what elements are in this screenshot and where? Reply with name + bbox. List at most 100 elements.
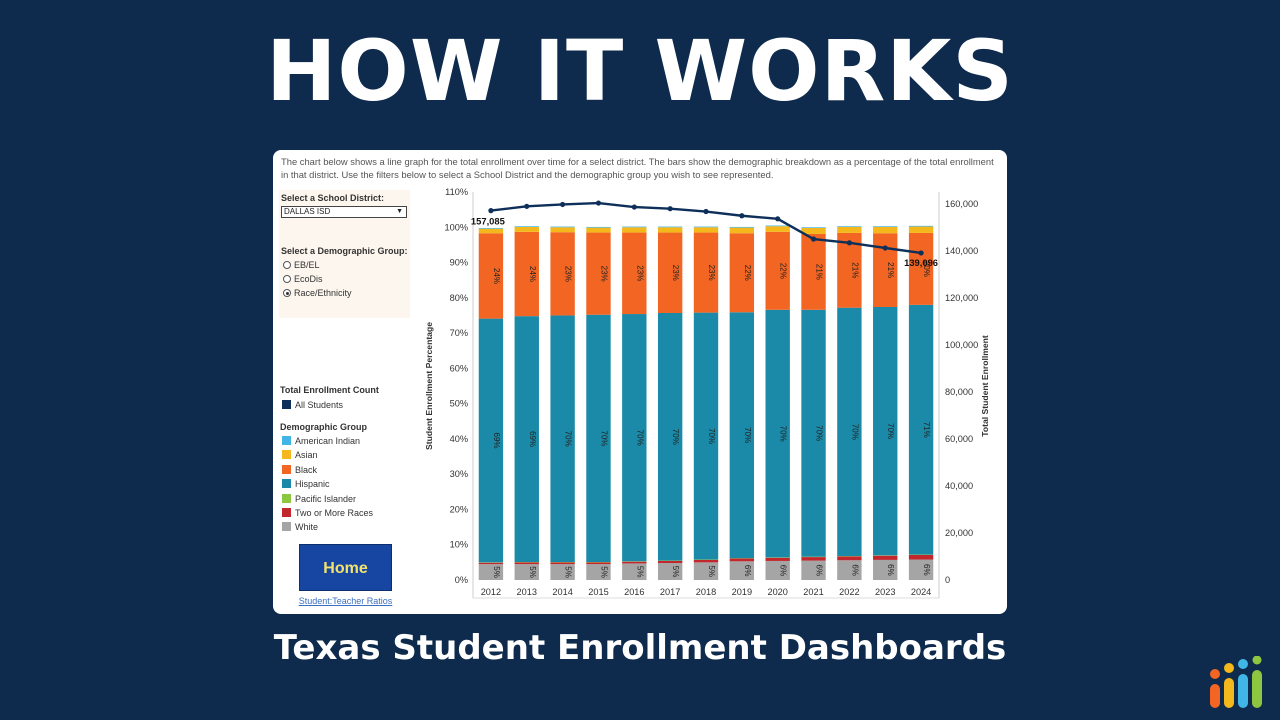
bar-data-label: 69% bbox=[528, 431, 537, 447]
bar-segment bbox=[622, 563, 647, 580]
headline: HOW IT WORKS bbox=[266, 22, 1014, 120]
radio-ecodis[interactable]: EcoDis bbox=[283, 274, 323, 284]
bar-segment bbox=[622, 232, 647, 315]
bar-segment bbox=[765, 231, 790, 310]
bar-segment bbox=[765, 226, 790, 232]
bar-data-label: 69% bbox=[492, 432, 501, 448]
legend-label: Two or More Races bbox=[295, 508, 374, 518]
bar-segment bbox=[550, 562, 575, 565]
line-point bbox=[524, 203, 530, 209]
bar-data-label: 70% bbox=[564, 431, 573, 447]
legend-label: American Indian bbox=[295, 436, 361, 446]
bar-segment bbox=[873, 559, 898, 580]
bar-segment bbox=[908, 559, 934, 580]
bar-segment bbox=[586, 227, 611, 233]
bar-segment bbox=[801, 560, 826, 580]
bar-segment bbox=[478, 562, 504, 565]
bar-segment bbox=[801, 557, 826, 561]
bar-segment bbox=[729, 312, 755, 559]
bar-data-label: 22% bbox=[743, 265, 752, 281]
y-tick-label: 70% bbox=[450, 328, 468, 338]
bar-segment bbox=[908, 225, 934, 227]
bar-segment bbox=[586, 562, 611, 565]
bar-segment bbox=[908, 232, 934, 305]
home-button[interactable]: Home bbox=[299, 544, 392, 591]
radio-circle-icon[interactable] bbox=[283, 275, 291, 283]
legend-swatch bbox=[282, 479, 291, 489]
legend-label: Hispanic bbox=[295, 479, 330, 490]
bar-segment bbox=[657, 226, 683, 228]
bar-segment bbox=[657, 563, 683, 580]
bar-segment bbox=[514, 316, 539, 563]
bar-segment bbox=[657, 232, 683, 313]
bar-segment bbox=[837, 556, 862, 561]
y2-axis-title: Total Student Enrollment bbox=[980, 335, 990, 437]
bar-segment bbox=[908, 554, 934, 560]
chart-description: The chart below shows a line graph for t… bbox=[281, 156, 994, 181]
legend-item: Two or More Races bbox=[282, 508, 373, 518]
bar-segment bbox=[478, 564, 504, 580]
bar-segment bbox=[514, 226, 539, 227]
bar-data-label: 6% bbox=[743, 565, 752, 577]
y-axis-title: Student Enrollment Percentage bbox=[424, 322, 434, 450]
y-tick-label: 40% bbox=[450, 434, 468, 444]
legend-swatch bbox=[282, 508, 291, 517]
y-tick-label: 20% bbox=[450, 504, 468, 514]
bar-segment bbox=[586, 564, 611, 580]
line-point bbox=[918, 250, 924, 256]
bar-segment bbox=[765, 560, 790, 580]
radio-eb-el[interactable]: EB/EL bbox=[283, 260, 320, 270]
bar-data-label: 21% bbox=[886, 262, 895, 278]
bar-segment bbox=[622, 314, 647, 562]
bar-data-label: 24% bbox=[528, 266, 537, 282]
legend-label: Pacific Islander bbox=[295, 493, 357, 504]
bar-data-label: 5% bbox=[564, 566, 573, 578]
bar-segment bbox=[729, 233, 755, 313]
line-point bbox=[595, 200, 602, 206]
radio-race-ethnicity[interactable]: Race/Ethnicity bbox=[283, 288, 352, 298]
y2-tick-label: 100,000 bbox=[945, 340, 978, 350]
district-dropdown[interactable]: DALLAS ISD ▼ bbox=[281, 206, 407, 218]
legend-swatch bbox=[282, 450, 291, 460]
y-tick-label: 90% bbox=[450, 258, 468, 268]
bar-data-label: 70% bbox=[599, 430, 608, 446]
chevron-down-icon: ▼ bbox=[396, 208, 403, 215]
legend-item: Pacific Islander bbox=[282, 493, 357, 504]
bar-segment bbox=[478, 227, 504, 229]
line-point bbox=[775, 216, 781, 222]
dashboard-card: The chart below shows a line graph for t… bbox=[273, 150, 1007, 614]
bar-data-label: 21% bbox=[850, 262, 859, 278]
bar-segment bbox=[801, 227, 826, 234]
bar-data-label: 5% bbox=[707, 565, 716, 577]
x-tick-label: 2016 bbox=[624, 587, 644, 597]
x-tick-label: 2012 bbox=[481, 587, 501, 597]
bar-data-label: 71% bbox=[922, 422, 931, 438]
bar-segment bbox=[622, 227, 647, 233]
bar-segment bbox=[729, 227, 755, 234]
x-tick-label: 2018 bbox=[696, 587, 716, 597]
legend-item: Hispanic bbox=[282, 479, 330, 489]
bar-segment bbox=[801, 227, 826, 228]
line-point bbox=[739, 213, 745, 219]
x-tick-label: 2019 bbox=[732, 587, 752, 597]
bar-data-label: 5% bbox=[671, 566, 680, 578]
bar-data-label: 70% bbox=[707, 428, 716, 444]
bar-data-label: 70% bbox=[815, 425, 824, 441]
bar-data-label: 6% bbox=[850, 564, 859, 576]
bar-data-label: 5% bbox=[528, 566, 537, 578]
y2-tick-label: 0 bbox=[945, 575, 950, 585]
radio-circle-icon[interactable] bbox=[283, 261, 291, 269]
legend-swatch bbox=[282, 400, 291, 409]
x-tick-label: 2024 bbox=[911, 587, 931, 597]
bar-segment bbox=[657, 560, 683, 564]
legend-label: Asian bbox=[295, 450, 318, 461]
legend-item-all-students: All Students bbox=[282, 400, 343, 410]
y2-tick-label: 20,000 bbox=[945, 528, 973, 538]
bar-segment bbox=[765, 309, 790, 558]
bar-segment bbox=[837, 560, 862, 580]
line-point bbox=[488, 208, 494, 214]
student-teacher-ratios-link[interactable]: Student:Teacher Ratios bbox=[298, 596, 393, 606]
radio-selected-icon[interactable] bbox=[283, 289, 291, 297]
bar-segment bbox=[765, 225, 790, 227]
bar-segment bbox=[657, 227, 683, 233]
